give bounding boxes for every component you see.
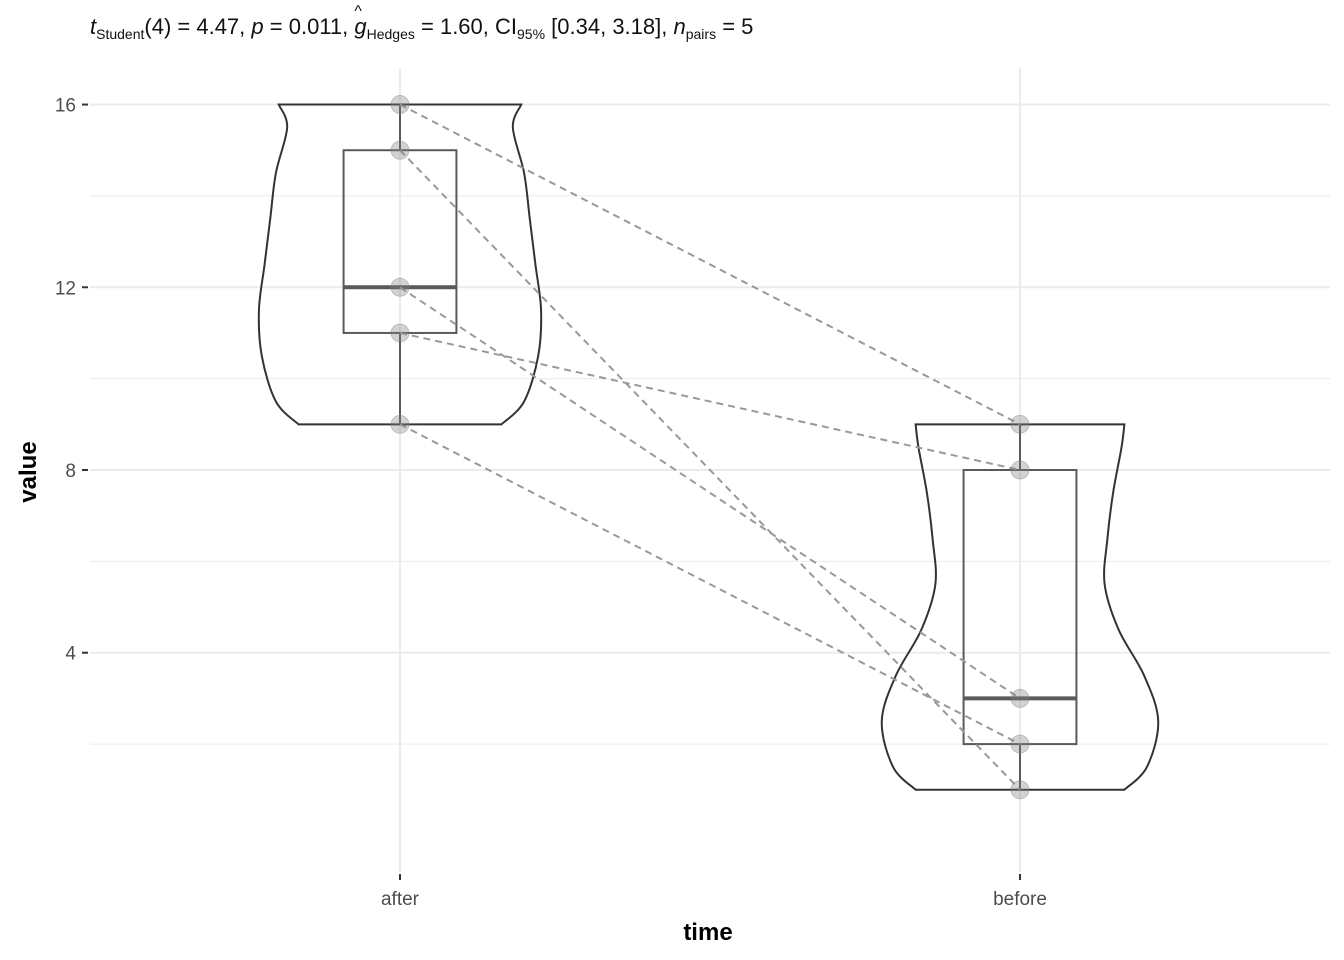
data-point-after <box>390 323 410 343</box>
n-subscript: pairs <box>685 26 717 42</box>
data-point-after <box>390 277 410 297</box>
x-axis-title: time <box>683 919 732 946</box>
pair-lines-layer <box>399 103 1021 791</box>
violin-layer <box>257 103 1160 791</box>
ci-subscript: 95% <box>517 26 546 42</box>
g-symbol: g <box>354 14 367 39</box>
pair-line <box>399 331 1021 471</box>
violin-before <box>880 423 1160 791</box>
y-axis-title: value <box>15 441 42 502</box>
pair-line <box>399 286 1021 700</box>
box-before <box>962 469 1078 746</box>
axis-layer: 4 8 12 16 after before <box>55 96 1047 910</box>
data-point-after <box>390 140 410 160</box>
data-point-after <box>390 95 410 115</box>
data-point-before <box>1010 414 1030 434</box>
p-symbol: p <box>251 14 264 39</box>
data-point-before <box>1010 688 1030 708</box>
violin-after <box>257 103 543 426</box>
data-point-after <box>390 414 410 434</box>
pair-line <box>399 423 1021 745</box>
pair-line <box>399 149 1021 791</box>
x-tick-label: before <box>993 889 1047 910</box>
y-tick-label: 16 <box>55 96 76 117</box>
y-tick-label: 8 <box>65 461 76 482</box>
data-point-before <box>1010 460 1030 480</box>
t-symbol: t <box>90 14 97 39</box>
p-value: = 0.011, <box>263 14 355 39</box>
data-point-before <box>1010 734 1030 754</box>
points-layer <box>390 95 1030 800</box>
g-hat-symbol: ^ g <box>354 3 367 40</box>
y-tick-label: 12 <box>55 278 76 299</box>
n-value: = 5 <box>716 14 754 39</box>
t-statistic: (4) = 4.47, <box>144 14 252 39</box>
grid-layer <box>90 68 1330 872</box>
g-subscript: Hedges <box>366 26 415 42</box>
ci-value: [0.34, 3.18], <box>545 14 674 39</box>
chart-subtitle: tStudent(4) = 4.47, p = 0.011, ^ gHedges … <box>90 3 754 42</box>
t-subscript: Student <box>96 26 145 42</box>
g-value: = 1.60, CI <box>414 14 518 39</box>
box-layer <box>342 104 1078 790</box>
y-tick-label: 4 <box>65 644 76 665</box>
data-point-before <box>1010 780 1030 800</box>
pair-line <box>399 103 1021 426</box>
n-symbol: n <box>673 14 686 39</box>
x-tick-label: after <box>381 889 420 910</box>
hat-glyph: ^ <box>354 3 362 20</box>
